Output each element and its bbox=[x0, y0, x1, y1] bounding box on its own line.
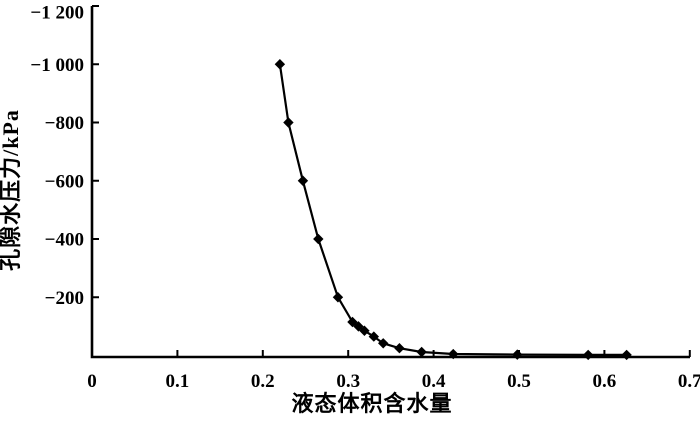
y-tick-label: −1 200 bbox=[30, 3, 84, 24]
y-axis-title: 孔隙水压力/kPa bbox=[0, 109, 23, 271]
data-point-diamond bbox=[313, 233, 324, 245]
data-point-diamond bbox=[582, 349, 594, 361]
data-point-diamond bbox=[332, 292, 344, 303]
data-point-diamond bbox=[359, 325, 370, 336]
data-point-diamond bbox=[448, 348, 459, 360]
x-tick-label: 0.6 bbox=[593, 371, 617, 392]
data-point-diamond bbox=[378, 338, 389, 349]
y-tick-label: −200 bbox=[45, 288, 84, 309]
data-point-diamond bbox=[394, 343, 405, 354]
x-axis-title: 液态体积含水量 bbox=[291, 391, 452, 416]
x-tick-label: 0 bbox=[87, 371, 97, 392]
data-point-diamond bbox=[368, 331, 380, 342]
y-tick-label: −1 000 bbox=[30, 55, 84, 76]
data-point-diamond bbox=[283, 117, 294, 128]
x-tick-label: 0.2 bbox=[251, 371, 275, 392]
series-line bbox=[278, 64, 627, 356]
x-tick-label: 0.1 bbox=[166, 371, 190, 392]
data-point-diamond bbox=[621, 349, 632, 361]
x-tick-label: 0.3 bbox=[336, 371, 360, 392]
data-point-diamond bbox=[512, 349, 523, 360]
data-point-diamond bbox=[274, 59, 286, 70]
plot-area: −1 200 −1 000 −800 −600 −400 −200 0 0.1 0.2 0.3 0.… bbox=[30, 3, 700, 393]
x-tick-label: 0.7 bbox=[678, 371, 700, 392]
x-tick-label: 0.4 bbox=[422, 371, 446, 392]
y-tick-label: −600 bbox=[45, 171, 84, 192]
data-point-diamond bbox=[297, 175, 309, 186]
x-tick-label: 0.5 bbox=[507, 371, 531, 392]
axis-lines bbox=[90, 6, 690, 359]
data-point-diamond bbox=[416, 346, 427, 358]
y-tick-label: −400 bbox=[45, 230, 84, 251]
y-tick-label: −800 bbox=[45, 113, 84, 134]
